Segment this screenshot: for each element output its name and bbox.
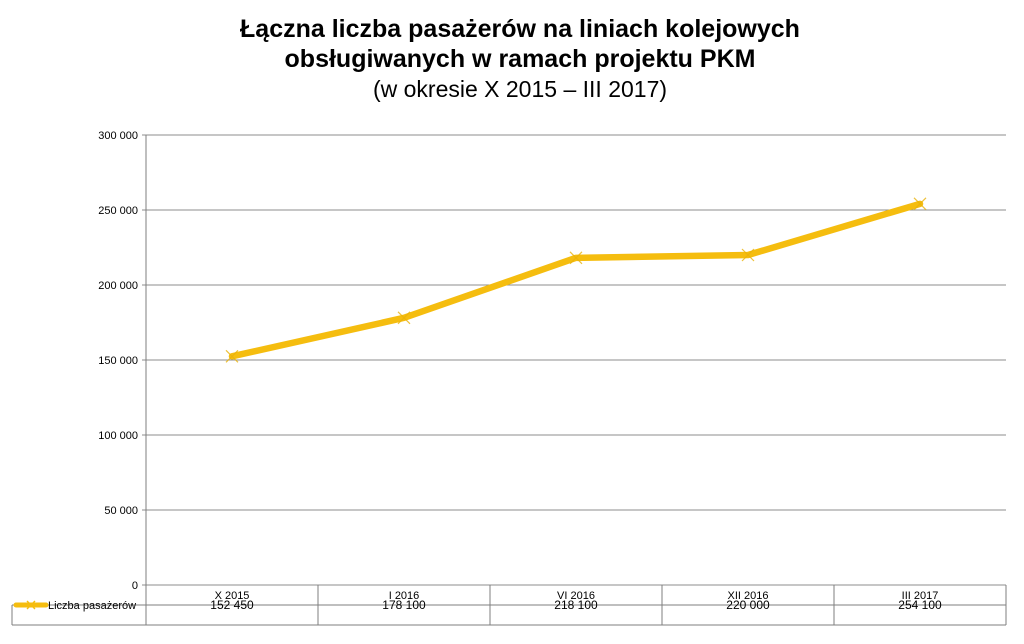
y-tick-label: 250 000 [98,205,138,217]
data-point-marker [569,251,583,265]
x-category-label: X 2015 [215,590,250,602]
y-tick-label: 0 [132,580,138,592]
y-axis-tick-labels: 0 50 000 100 000 150 000 200 000 250 000 300 0… [98,130,138,592]
y-tick-label: 100 000 [98,430,138,442]
chart-subtitle: (w okresie X 2015 – III 2017) [372,76,668,102]
series-line [228,200,924,360]
grid-lines [142,134,1006,625]
x-category-label: VI 2016 [557,590,595,602]
legend-marker [26,600,36,610]
y-tick-label: 300 000 [98,130,138,142]
data-table-value: 220 000 [726,598,770,612]
chart-title-block: Łączna liczba pasażerów na liniach kolej… [0,14,1024,104]
data-point-marker [741,248,755,262]
data-table-value: 178 100 [382,598,426,612]
series-liczba-pasazerow [225,197,927,363]
data-point-marker [913,197,927,211]
chart-title-line-2: obsługiwanych w ramach projektu PKM [284,45,756,73]
x-category-label: I 2016 [389,590,420,602]
y-tick-label: 50 000 [104,505,138,517]
y-tick-label: 200 000 [98,280,138,292]
x-category-label: XII 2016 [728,590,769,602]
chart-title-line-1: Łączna liczba pasażerów na liniach kolej… [240,15,800,43]
data-table-value: 218 100 [554,598,598,612]
data-table-value: 152 450 [210,598,254,612]
data-point-marker [225,349,239,363]
data-point-marker [397,311,411,325]
y-tick-label: 150 000 [98,355,138,367]
legend-label: Liczba pasażerów [48,600,136,612]
data-table-value: 254 100 [898,598,942,612]
x-category-label: III 2017 [902,590,939,602]
